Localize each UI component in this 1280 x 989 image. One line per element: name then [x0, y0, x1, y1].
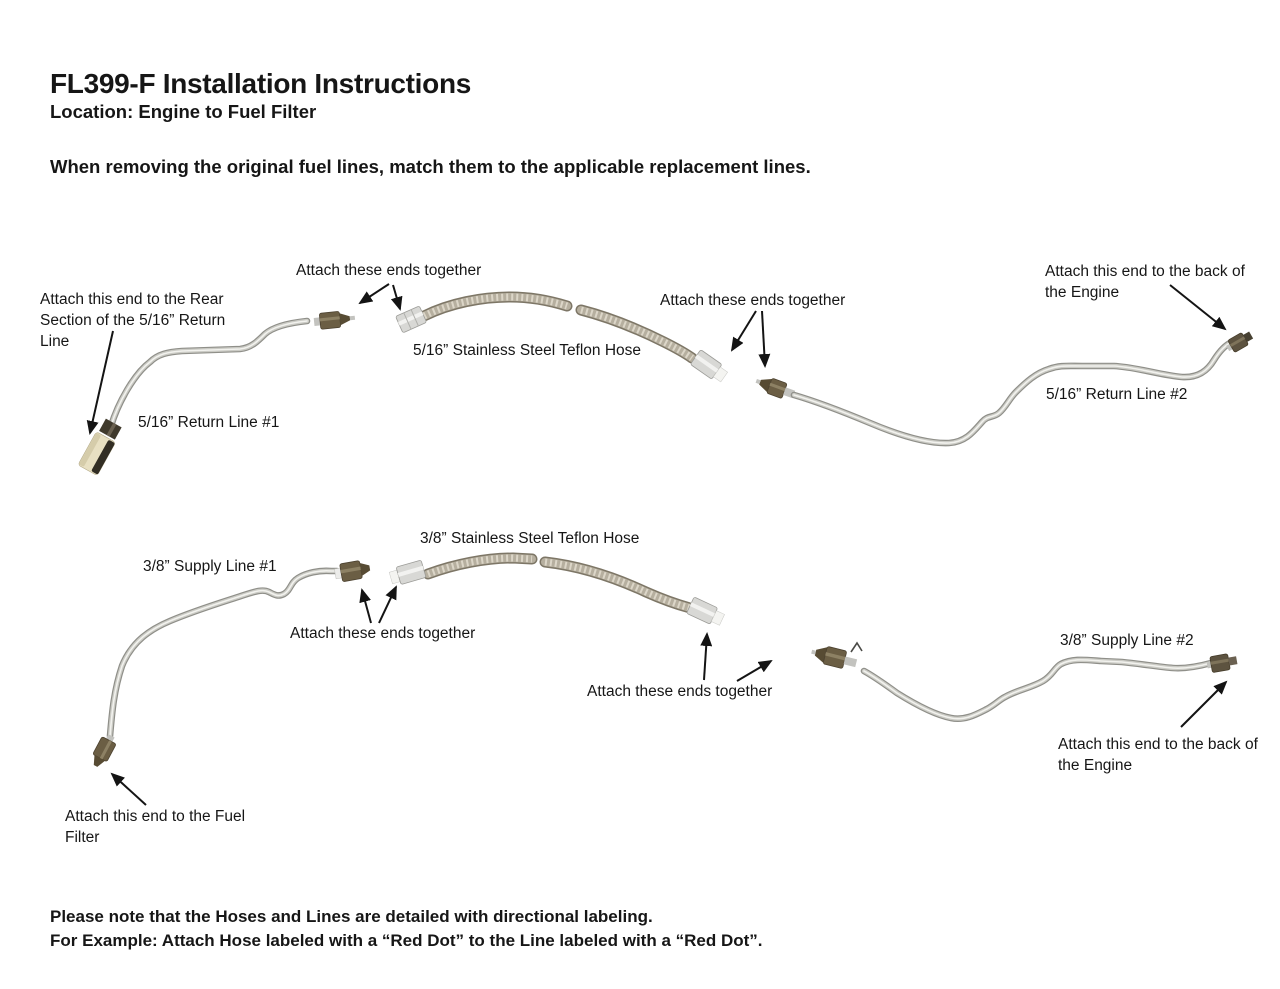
supply-line-2-end-fitting [1206, 653, 1238, 673]
return-line-1-label: 5/16” Return Line #1 [138, 414, 280, 431]
footer-note: Please note that the Hoses and Lines are… [50, 905, 763, 952]
hose-label-516: 5/16” Stainless Steel Teflon Hose [413, 342, 642, 359]
supply-line-1-tube [110, 571, 337, 736]
arrow-attach-ends-bottom-left-b [378, 585, 397, 624]
arrow-rear-section [86, 330, 114, 435]
supply-line-2-nut [811, 646, 858, 669]
arrow-attach-ends-top-right-a [730, 310, 757, 352]
hose-label-38: 3/8” Stainless Steel Teflon Hose [420, 530, 640, 547]
hose-516-right-fitting [690, 349, 728, 383]
supply-line-1-label: 3/8” Supply Line #1 [143, 558, 277, 575]
hose-516-left-fitting [395, 306, 427, 333]
return-line-2-nut [755, 378, 796, 399]
return-line-1-end-fitting [78, 418, 122, 475]
attach-engine-note-bottom: Attach this end to the back of the Engin… [1058, 736, 1258, 774]
location-subtitle: Location: Engine to Fuel Filter [50, 101, 317, 122]
arrow-engine-top [1169, 284, 1227, 331]
return-line-1-nut [313, 311, 356, 330]
return-line-2-end-fitting [1226, 331, 1254, 353]
arrow-attach-ends-bottom-left-a [359, 588, 372, 624]
page-title: FL399-F Installation Instructions [50, 68, 472, 99]
attach-ends-label-top-right: Attach these ends together [660, 292, 846, 309]
arrow-attach-ends-top-left-b [390, 284, 403, 311]
footer-line-2: For Example: Attach Hose labeled with a … [50, 930, 763, 950]
arrow-fuel-filter [110, 772, 147, 806]
attach-fuel-filter-note: Attach this end to the Fuel Filter [65, 808, 246, 846]
arrow-attach-ends-top-left-a [358, 283, 390, 305]
return-line-2-label: 5/16” Return Line #2 [1046, 386, 1188, 403]
teflon-hose-38 [428, 558, 690, 608]
intro-instruction: When removing the original fuel lines, m… [50, 156, 811, 177]
arrow-attach-ends-bottom-right-a [700, 632, 713, 681]
supply-line-2-tube [864, 660, 1211, 719]
attach-rear-note: Attach this end to the Rear Section of t… [40, 291, 226, 350]
arrow-attach-ends-top-right-b [758, 310, 771, 368]
attach-ends-label-bottom-left: Attach these ends together [290, 625, 476, 642]
supply-line-1-end-fitting [93, 734, 116, 767]
hose-38-right-fitting [686, 597, 725, 626]
hose-38-left-fitting [388, 560, 426, 585]
footer-line-1: Please note that the Hoses and Lines are… [50, 907, 653, 926]
arrow-attach-ends-bottom-right-b [736, 659, 773, 682]
supply-line-1-nut [334, 560, 371, 582]
attach-engine-note-top: Attach this end to the back of the Engin… [1045, 263, 1245, 301]
arrow-engine-bottom [1180, 680, 1228, 728]
attach-ends-label-bottom-right: Attach these ends together [587, 683, 773, 700]
directional-mark [850, 641, 863, 653]
attach-ends-label-top-left: Attach these ends together [296, 262, 482, 279]
supply-line-2-label: 3/8” Supply Line #2 [1060, 632, 1194, 649]
